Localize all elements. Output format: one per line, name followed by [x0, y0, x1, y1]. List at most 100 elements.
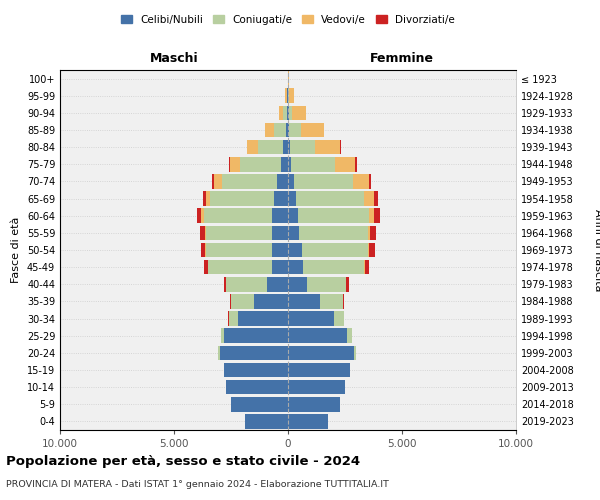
Bar — [288, 362, 350, 378]
Bar — [203, 208, 272, 223]
Bar — [288, 242, 302, 258]
Bar — [206, 226, 272, 240]
Bar — [369, 174, 371, 188]
Bar — [231, 397, 288, 411]
Bar — [230, 294, 231, 308]
Bar — [335, 157, 355, 172]
Bar — [214, 174, 222, 188]
Bar — [288, 346, 354, 360]
Bar — [287, 88, 288, 103]
Bar — [343, 294, 344, 308]
Bar — [206, 242, 272, 258]
Bar — [212, 174, 214, 188]
Bar — [211, 192, 274, 206]
Bar — [229, 157, 230, 172]
Bar — [259, 140, 283, 154]
Bar — [231, 294, 254, 308]
Bar — [206, 192, 211, 206]
Legend: Celibi/Nubili, Coniugati/e, Vedovi/e, Divorziati/e: Celibi/Nubili, Coniugati/e, Vedovi/e, Di… — [117, 10, 459, 29]
Text: PROVINCIA DI MATERA - Dati ISTAT 1° gennaio 2024 - Elaborazione TUTTITALIA.IT: PROVINCIA DI MATERA - Dati ISTAT 1° genn… — [6, 480, 389, 489]
Bar — [288, 140, 290, 154]
Bar — [288, 397, 340, 411]
Bar — [288, 192, 296, 206]
Bar — [368, 242, 369, 258]
Bar — [288, 72, 289, 86]
Bar — [288, 414, 328, 428]
Bar — [307, 277, 346, 291]
Bar — [289, 122, 301, 138]
Text: Femmine: Femmine — [370, 52, 434, 65]
Bar — [268, 277, 288, 291]
Bar — [205, 242, 206, 258]
Bar — [296, 192, 364, 206]
Bar — [278, 106, 283, 120]
Bar — [373, 208, 380, 223]
Bar — [370, 226, 376, 240]
Bar — [274, 122, 286, 138]
Bar — [220, 346, 288, 360]
Bar — [230, 157, 240, 172]
Bar — [369, 242, 375, 258]
Text: Popolazione per età, sesso e stato civile - 2024: Popolazione per età, sesso e stato civil… — [6, 455, 360, 468]
Bar — [364, 192, 373, 206]
Bar — [346, 277, 349, 291]
Bar — [286, 122, 288, 138]
Bar — [288, 208, 298, 223]
Bar — [334, 312, 344, 326]
Bar — [288, 380, 345, 394]
Bar — [288, 260, 303, 274]
Bar — [226, 380, 288, 394]
Bar — [303, 260, 364, 274]
Bar — [272, 242, 288, 258]
Bar — [288, 174, 294, 188]
Bar — [289, 106, 292, 120]
Bar — [283, 106, 287, 120]
Bar — [292, 106, 306, 120]
Bar — [353, 174, 369, 188]
Bar — [298, 208, 369, 223]
Bar — [368, 226, 370, 240]
Bar — [200, 242, 205, 258]
Bar — [288, 328, 347, 343]
Bar — [221, 328, 224, 343]
Bar — [288, 312, 334, 326]
Bar — [289, 88, 294, 103]
Bar — [218, 346, 220, 360]
Bar — [355, 157, 356, 172]
Bar — [224, 362, 288, 378]
Text: Maschi: Maschi — [149, 52, 199, 65]
Bar — [272, 226, 288, 240]
Bar — [287, 106, 288, 120]
Bar — [290, 140, 316, 154]
Bar — [274, 192, 288, 206]
Bar — [208, 260, 272, 274]
Bar — [254, 294, 288, 308]
Bar — [288, 157, 292, 172]
Bar — [224, 277, 226, 291]
Bar — [316, 140, 340, 154]
Bar — [320, 294, 343, 308]
Bar — [294, 174, 353, 188]
Y-axis label: Fasce di età: Fasce di età — [11, 217, 21, 283]
Bar — [277, 174, 288, 188]
Bar — [369, 208, 373, 223]
Bar — [224, 328, 288, 343]
Bar — [285, 88, 287, 103]
Bar — [281, 157, 288, 172]
Bar — [203, 192, 206, 206]
Bar — [247, 140, 259, 154]
Bar — [272, 208, 288, 223]
Bar — [288, 294, 320, 308]
Bar — [283, 140, 288, 154]
Bar — [288, 226, 299, 240]
Bar — [272, 260, 288, 274]
Y-axis label: Anni di nascita: Anni di nascita — [593, 209, 600, 291]
Bar — [265, 122, 274, 138]
Bar — [197, 208, 202, 223]
Bar — [347, 328, 352, 343]
Bar — [301, 122, 323, 138]
Bar — [354, 346, 356, 360]
Bar — [292, 157, 335, 172]
Bar — [302, 242, 368, 258]
Bar — [240, 157, 281, 172]
